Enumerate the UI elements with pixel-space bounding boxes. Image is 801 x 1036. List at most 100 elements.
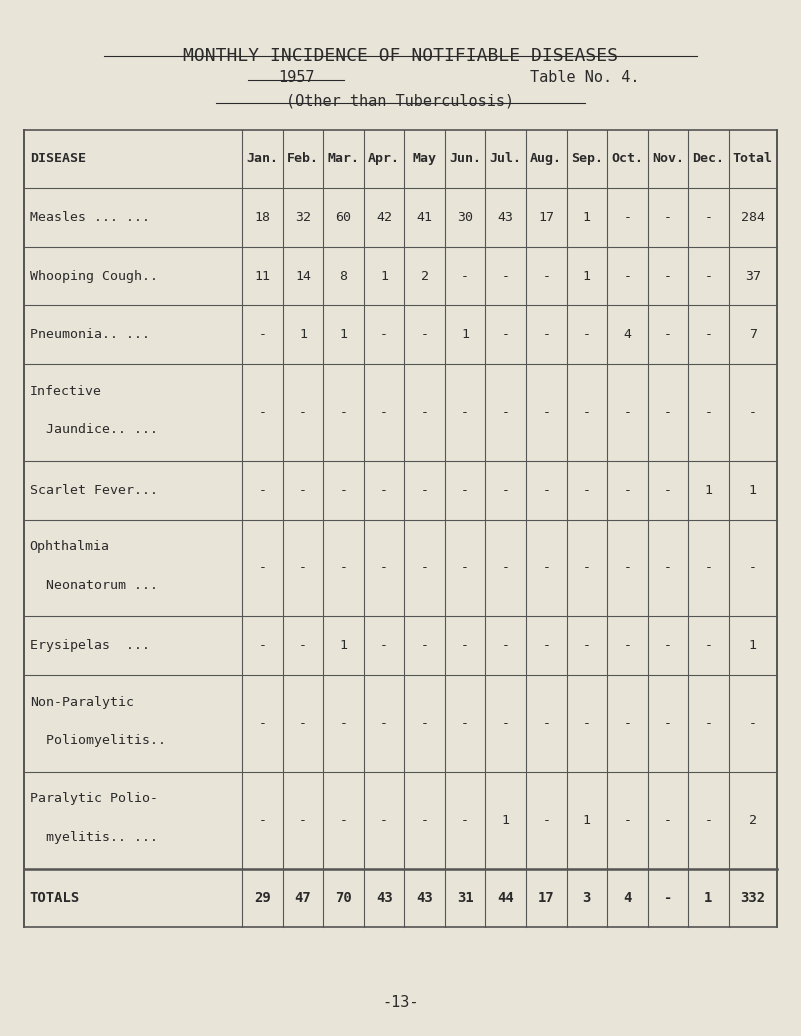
Text: 1: 1 (340, 639, 348, 653)
Text: -: - (259, 813, 267, 827)
Text: 1: 1 (340, 328, 348, 341)
Text: -: - (299, 813, 307, 827)
Text: -: - (704, 269, 712, 283)
Text: -: - (461, 813, 469, 827)
Text: Aug.: Aug. (530, 152, 562, 166)
Text: Jun.: Jun. (449, 152, 481, 166)
Text: -: - (704, 717, 712, 730)
Text: 37: 37 (745, 269, 761, 283)
Text: Apr.: Apr. (368, 152, 400, 166)
Text: -: - (461, 639, 469, 653)
Text: -: - (421, 717, 429, 730)
Text: 47: 47 (295, 891, 312, 904)
Text: Dec.: Dec. (692, 152, 724, 166)
Text: Pneumonia.. ...: Pneumonia.. ... (30, 328, 150, 341)
Text: -: - (259, 562, 267, 574)
Text: Non-Paralytic: Non-Paralytic (30, 695, 134, 709)
Text: -: - (583, 484, 591, 496)
Text: -: - (583, 406, 591, 419)
Text: -: - (664, 406, 672, 419)
Text: 3: 3 (582, 891, 591, 904)
Text: Mar.: Mar. (328, 152, 360, 166)
Text: 4: 4 (623, 891, 631, 904)
Text: Jan.: Jan. (247, 152, 279, 166)
Text: 43: 43 (497, 211, 513, 224)
Text: -: - (542, 406, 550, 419)
Text: 31: 31 (457, 891, 473, 904)
Text: -: - (461, 406, 469, 419)
Text: -: - (664, 639, 672, 653)
Text: 1: 1 (461, 328, 469, 341)
Text: 17: 17 (538, 891, 554, 904)
Text: Nov.: Nov. (652, 152, 684, 166)
Text: -: - (340, 717, 348, 730)
Text: 4: 4 (623, 328, 631, 341)
Text: -: - (749, 717, 757, 730)
Text: -: - (340, 484, 348, 496)
Text: -: - (623, 813, 631, 827)
Text: 29: 29 (254, 891, 271, 904)
Text: -: - (259, 717, 267, 730)
Text: -: - (501, 639, 509, 653)
Text: 32: 32 (295, 211, 311, 224)
Text: -: - (542, 717, 550, 730)
Text: -: - (583, 562, 591, 574)
Text: -: - (380, 813, 388, 827)
Text: -: - (380, 328, 388, 341)
Text: 1: 1 (749, 484, 757, 496)
Text: -: - (380, 406, 388, 419)
Text: -: - (704, 813, 712, 827)
Text: Total: Total (733, 152, 773, 166)
Text: -: - (380, 484, 388, 496)
Text: -: - (421, 562, 429, 574)
Text: -: - (501, 717, 509, 730)
Text: 14: 14 (295, 269, 311, 283)
Text: -: - (704, 406, 712, 419)
Text: -: - (340, 406, 348, 419)
Text: -: - (340, 562, 348, 574)
Text: -: - (623, 211, 631, 224)
Text: -: - (421, 484, 429, 496)
Text: 60: 60 (336, 211, 352, 224)
Text: -: - (259, 484, 267, 496)
Text: -: - (380, 717, 388, 730)
Text: -: - (623, 269, 631, 283)
Text: Jul.: Jul. (489, 152, 521, 166)
Text: -: - (704, 328, 712, 341)
Text: -: - (461, 484, 469, 496)
Text: TOTALS: TOTALS (30, 891, 80, 904)
Text: 1: 1 (501, 813, 509, 827)
Text: Scarlet Fever...: Scarlet Fever... (30, 484, 158, 496)
Text: Neonatorum ...: Neonatorum ... (30, 579, 158, 592)
Text: -: - (461, 562, 469, 574)
Text: (Other than Tuberculosis): (Other than Tuberculosis) (287, 93, 514, 108)
Text: 332: 332 (740, 891, 766, 904)
Text: 1: 1 (704, 891, 713, 904)
Text: -: - (259, 639, 267, 653)
Text: Sep.: Sep. (571, 152, 603, 166)
Text: -: - (461, 717, 469, 730)
Text: Oct.: Oct. (611, 152, 643, 166)
Text: 2: 2 (749, 813, 757, 827)
Text: -: - (623, 639, 631, 653)
Text: -: - (583, 717, 591, 730)
Text: Whooping Cough..: Whooping Cough.. (30, 269, 158, 283)
Text: -: - (421, 406, 429, 419)
Text: -: - (299, 562, 307, 574)
Text: 2: 2 (421, 269, 429, 283)
Text: -: - (542, 813, 550, 827)
Text: -: - (542, 328, 550, 341)
Text: -: - (380, 562, 388, 574)
Text: -: - (542, 562, 550, 574)
Text: -: - (421, 328, 429, 341)
Text: -: - (623, 406, 631, 419)
Text: 1: 1 (704, 484, 712, 496)
Text: Poliomyelitis..: Poliomyelitis.. (30, 735, 166, 747)
Text: -: - (664, 211, 672, 224)
Text: -: - (704, 639, 712, 653)
Text: Jaundice.. ...: Jaundice.. ... (30, 424, 158, 436)
Text: -: - (583, 328, 591, 341)
Text: -: - (664, 269, 672, 283)
Text: May: May (413, 152, 437, 166)
Text: 17: 17 (538, 211, 554, 224)
